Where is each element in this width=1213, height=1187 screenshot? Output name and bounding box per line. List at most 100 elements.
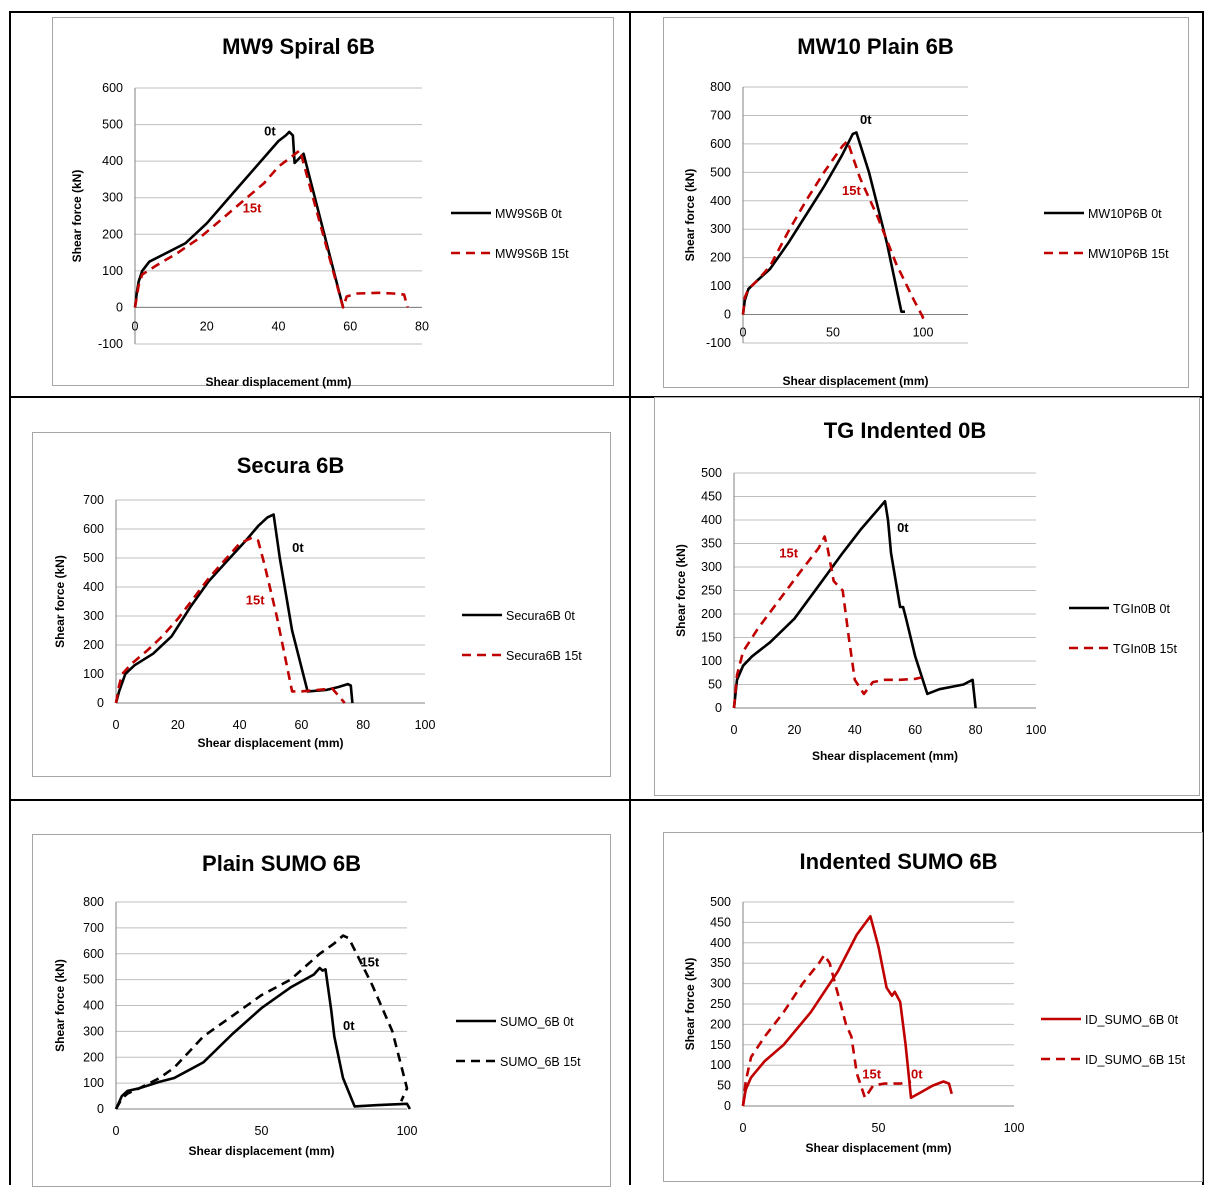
y-tick-label: 300 [701, 560, 722, 574]
x-axis-label: Shear displacement (mm) [782, 374, 928, 388]
chart-title: Plain SUMO 6B [202, 851, 361, 876]
y-tick-label: 700 [83, 921, 104, 935]
y-tick-label: 500 [83, 973, 104, 987]
x-tick-label: 40 [848, 723, 862, 737]
annotation-label: 15t [243, 200, 262, 215]
chart-title: MW9 Spiral 6B [222, 34, 375, 59]
series-line-sumo-6b-0t [114, 966, 412, 1110]
y-tick-label: 200 [83, 638, 104, 652]
legend-label: MW9S6B 0t [495, 207, 562, 221]
annotation-label: 15t [842, 183, 861, 198]
y-tick-label: 100 [83, 667, 104, 681]
table-border-left [9, 11, 11, 1185]
series-line-secura6b-15t [114, 536, 346, 704]
y-tick-label: 50 [708, 678, 722, 692]
x-tick-label: 50 [826, 326, 840, 340]
chart-svg: TG Indented 0B05010015020025030035040045… [674, 418, 1177, 763]
y-tick-label: 400 [102, 154, 123, 168]
y-tick-label: 100 [83, 1076, 104, 1090]
x-tick-label: 100 [1004, 1121, 1025, 1135]
legend-label: Secura6B 15t [506, 649, 582, 663]
x-tick-label: 40 [272, 319, 286, 333]
y-tick-label: 100 [701, 654, 722, 668]
x-tick-label: 80 [356, 718, 370, 732]
y-tick-label: 0 [97, 1102, 104, 1116]
x-tick-label: 20 [200, 319, 214, 333]
y-axis-label: Shear force (kN) [674, 544, 688, 637]
legend-label: MW10P6B 15t [1088, 247, 1169, 261]
chart-title: Secura 6B [237, 453, 345, 478]
x-tick-label: 20 [787, 723, 801, 737]
y-tick-label: 600 [102, 81, 123, 95]
x-axis-label: Shear displacement (mm) [197, 736, 343, 750]
legend-label: ID_SUMO_6B 0t [1085, 1013, 1179, 1027]
chart-panel-mw9-spiral: MW9 Spiral 6B -100 0 100 200 300 400 500 600 0 20 4… [52, 17, 614, 389]
x-axis-label: Shear displacement (mm) [812, 749, 958, 763]
y-tick-label: 300 [710, 977, 731, 991]
y-tick-label: 100 [710, 1058, 731, 1072]
y-tick-label: 400 [701, 513, 722, 527]
y-tick-label: 150 [710, 1038, 731, 1052]
y-tick-label: 400 [710, 194, 731, 208]
y-tick-label: 50 [717, 1079, 731, 1093]
y-tick-label: 600 [710, 137, 731, 151]
y-tick-label: -100 [706, 336, 731, 350]
y-tick-label: 0 [116, 300, 123, 314]
y-tick-label: 200 [710, 1017, 731, 1031]
chart-title: TG Indented 0B [824, 418, 987, 443]
legend-label: MW9S6B 15t [495, 247, 569, 261]
x-tick-label: 100 [415, 718, 436, 732]
x-tick-label: 80 [415, 319, 429, 333]
y-tick-label: 400 [83, 580, 104, 594]
annotation-label: 0t [292, 540, 304, 555]
y-tick-label: 350 [710, 956, 731, 970]
y-tick-label: 300 [710, 222, 731, 236]
y-tick-label: 100 [102, 264, 123, 278]
x-tick-label: 100 [913, 326, 934, 340]
y-tick-label: 400 [710, 936, 731, 950]
chart-svg: Plain SUMO 6B 0 100 200 300 400 500 600 700 800 0 5… [53, 851, 581, 1158]
y-tick-label: 200 [710, 251, 731, 265]
table-divider-row1 [9, 396, 1204, 398]
x-tick-label: 0 [113, 718, 120, 732]
chart-svg: Indented SUMO 6B 0 50 100 150 200 250 300 350 400… [683, 849, 1186, 1155]
x-tick-label: 0 [740, 326, 747, 340]
y-tick-label: 500 [710, 165, 731, 179]
series-line-mw9s6b-15t [133, 148, 409, 309]
x-tick-label: 0 [740, 1121, 747, 1135]
series-line-mw9s6b-0t [133, 130, 345, 308]
series-line-sumo-6b-15t [114, 934, 409, 1110]
legend-label: SUMO_6B 15t [500, 1055, 581, 1069]
x-tick-label: 50 [255, 1124, 269, 1138]
table-divider-vertical [629, 11, 631, 1185]
chart-svg: Secura 6B 0 100 200 300 400 500 600 700 0 20 40 60 80… [53, 453, 582, 750]
x-tick-label: 100 [1026, 723, 1047, 737]
chart-title: Indented SUMO 6B [799, 849, 997, 874]
y-tick-label: 300 [102, 191, 123, 205]
y-tick-label: 200 [83, 1050, 104, 1064]
x-tick-label: 20 [171, 718, 185, 732]
y-tick-label: 150 [701, 631, 722, 645]
legend-label: MW10P6B 0t [1088, 207, 1162, 221]
y-tick-label: 500 [102, 118, 123, 132]
x-tick-label: 80 [969, 723, 983, 737]
y-tick-label: -100 [98, 337, 123, 351]
y-tick-label: 500 [710, 895, 731, 909]
annotation-label: 15t [246, 592, 265, 607]
y-axis-label: Shear force (kN) [53, 959, 67, 1052]
y-axis-label: Shear force (kN) [683, 169, 697, 262]
y-tick-label: 300 [83, 1024, 104, 1038]
legend-label: TGIn0B 0t [1113, 602, 1170, 616]
y-tick-label: 800 [83, 895, 104, 909]
x-axis-label: Shear displacement (mm) [188, 1144, 334, 1158]
y-axis-label: Shear force (kN) [70, 170, 84, 263]
series-line-mw10p6b-0t [741, 131, 905, 315]
annotation-label: 15t [360, 955, 379, 970]
y-tick-label: 450 [710, 915, 731, 929]
y-tick-label: 800 [710, 80, 731, 94]
chart-panel-indented-sumo: Indented SUMO 6B 0 50 100 150 200 250 300 350 400… [663, 832, 1203, 1182]
table-border-top [9, 11, 1204, 13]
y-tick-label: 300 [83, 609, 104, 623]
y-tick-label: 0 [97, 696, 104, 710]
chart-panel-secura: Secura 6B 0 100 200 300 400 500 600 700 0 20 40 60 80… [32, 432, 611, 777]
